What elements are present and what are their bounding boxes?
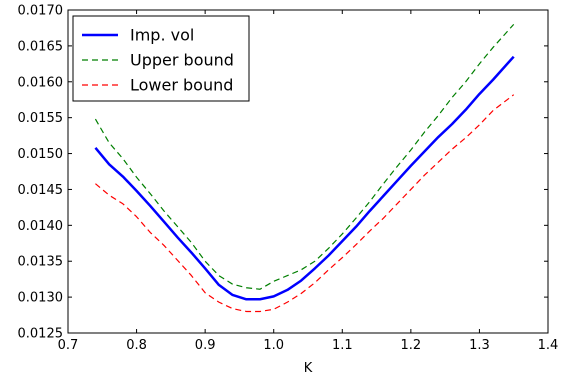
y-tick-label: 0.0155 bbox=[18, 111, 64, 126]
y-tick-label: 0.0140 bbox=[18, 219, 64, 234]
legend: Imp. vol Upper bound Lower bound bbox=[72, 15, 250, 102]
y-tick-label: 0.0150 bbox=[18, 147, 64, 162]
legend-box bbox=[72, 15, 250, 102]
y-tick-label: 0.0170 bbox=[18, 4, 64, 19]
x-tick-label: 1.0 bbox=[263, 338, 284, 353]
y-tick-label: 0.0165 bbox=[18, 39, 64, 54]
legend-label: Upper bound bbox=[130, 51, 234, 70]
series-line-0 bbox=[94, 55, 515, 301]
series-line-1 bbox=[94, 23, 515, 290]
plot-frame bbox=[67, 9, 549, 334]
x-tick-label: 0.7 bbox=[58, 338, 79, 353]
y-tick-label: 0.0160 bbox=[18, 75, 64, 90]
x-tick-label: 1.4 bbox=[538, 338, 559, 353]
legend-label: Imp. vol bbox=[130, 26, 194, 45]
legend-label: Lower bound bbox=[130, 76, 233, 95]
y-tick-label: 0.0135 bbox=[18, 255, 64, 270]
ticks-layer: 0.7 0.8 0.9 1.0 1.1 1.2 1.3 1.4 0.0125 0.0130 0.01… bbox=[18, 4, 559, 354]
series-layer bbox=[94, 23, 515, 313]
x-axis-label: K bbox=[304, 361, 313, 376]
legend-items: Imp. vol Upper bound Lower bound bbox=[82, 26, 234, 95]
x-tick-label: 0.8 bbox=[126, 338, 147, 353]
x-tick-label: 1.2 bbox=[401, 338, 422, 353]
y-tick-label: 0.0145 bbox=[18, 183, 64, 198]
series-line-2 bbox=[95, 94, 515, 313]
x-tick-label: 1.1 bbox=[332, 338, 353, 353]
y-tick-label: 0.0125 bbox=[18, 327, 64, 342]
x-tick-label: 1.3 bbox=[469, 338, 490, 353]
x-tick-label: 0.9 bbox=[195, 338, 216, 353]
y-tick-label: 0.0130 bbox=[18, 291, 64, 306]
